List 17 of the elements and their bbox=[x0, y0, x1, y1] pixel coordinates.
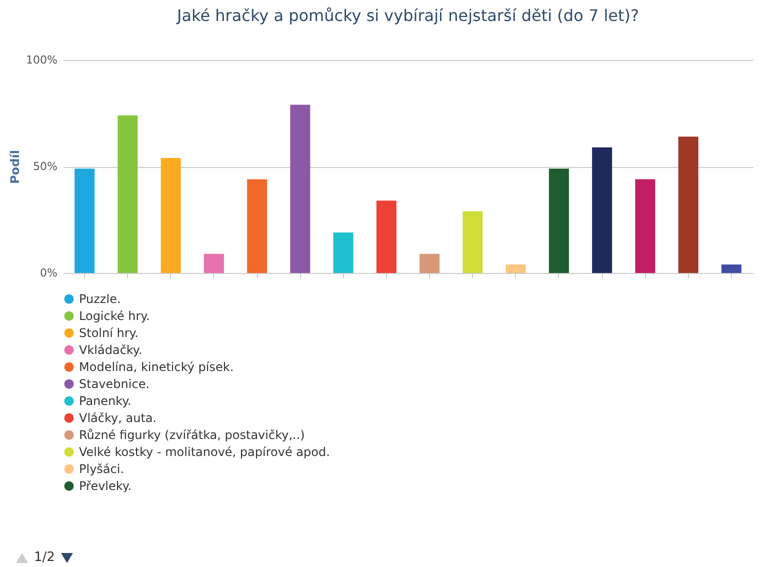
legend-label: Velké kostky - molitanové, papírové apod. bbox=[79, 445, 330, 459]
legend-label: Stolní hry. bbox=[79, 326, 138, 340]
text: 1/2 bbox=[34, 550, 55, 565]
legend-label: Modelína, kinetický písek. bbox=[79, 360, 234, 374]
legend-label: Logické hry. bbox=[79, 309, 150, 323]
legend-label: Puzzle. bbox=[79, 292, 121, 306]
legend-label: Panenky. bbox=[79, 394, 132, 408]
legend-label: Stavebnice. bbox=[79, 377, 150, 391]
legend-label: Plyšáci. bbox=[79, 462, 124, 476]
chart-title: Jaké hračky a pomůcky si vybírají nejstarší děti (do 7 let)? bbox=[176, 6, 640, 25]
y-tick-label: 50% bbox=[33, 160, 58, 173]
legend-label: Vkládačky. bbox=[79, 343, 142, 357]
legend-label: Různé figurky (zvířátka, postavičky,..) bbox=[79, 428, 305, 442]
y-tick-label: 100% bbox=[26, 54, 58, 66]
legend-label: Vláčky, auta. bbox=[79, 411, 157, 425]
y-tick-label: 0% bbox=[40, 266, 58, 280]
y-axis-title: Podíl bbox=[8, 150, 22, 184]
